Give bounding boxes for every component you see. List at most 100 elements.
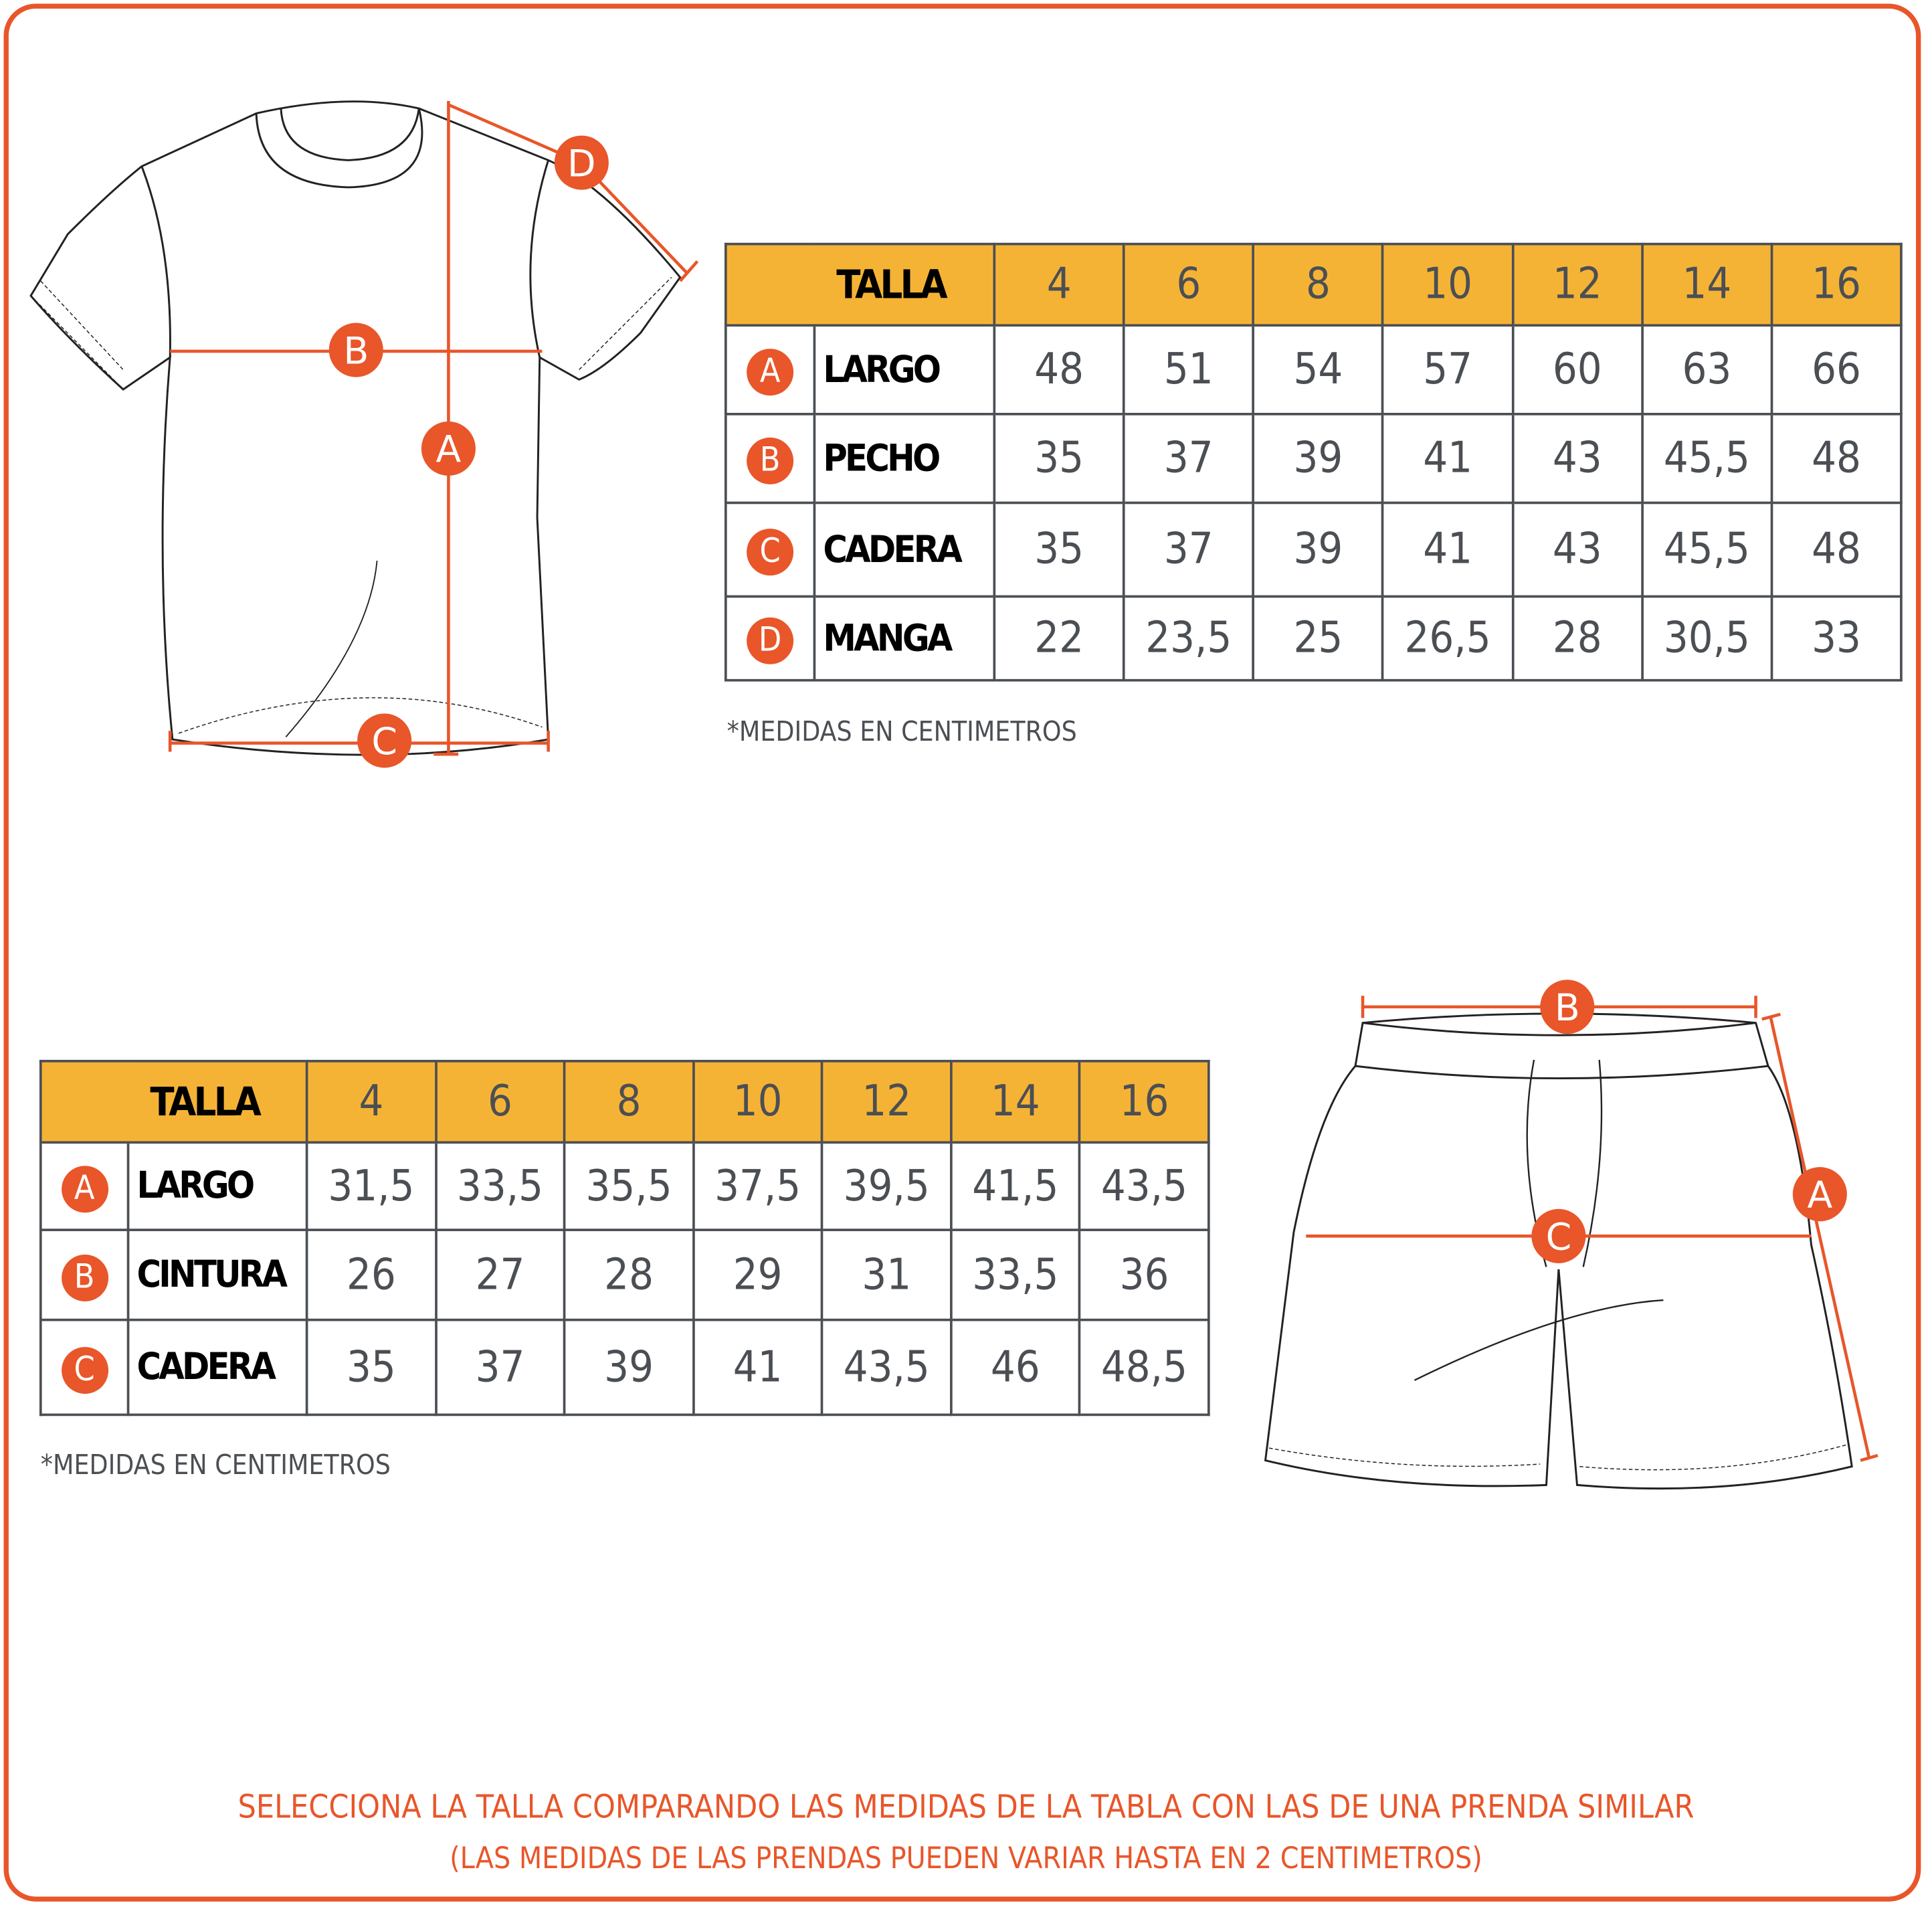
measurement-value: 45,5 — [1640, 501, 1773, 598]
size-header: 8 — [563, 1059, 695, 1144]
measurement-value: 36 — [1078, 1228, 1210, 1322]
measurement-value: 63 — [1640, 324, 1773, 416]
measurement-value: 45,5 — [1640, 413, 1773, 505]
measurement-value: 41 — [692, 1318, 824, 1417]
measurement-value: 30,5 — [1640, 595, 1773, 682]
measurement-value: 43,5 — [821, 1318, 953, 1417]
header-row: TALLA 4 6 8 10 12 14 16 — [39, 1059, 1210, 1144]
measurement-value: 37,5 — [692, 1141, 824, 1231]
size-header: 14 — [949, 1059, 1081, 1144]
size-header: 16 — [1078, 1059, 1210, 1144]
tshirt-markers: A B C D — [328, 135, 609, 768]
measurement-value: 39 — [1252, 413, 1385, 505]
measurement-value: 26,5 — [1381, 595, 1514, 682]
measurement-row: C CADERA 35 37 39 41 43,5 46 48,5 — [39, 1318, 1210, 1417]
measurement-value: 33 — [1770, 595, 1903, 682]
size-header: 14 — [1640, 242, 1773, 327]
marker-b: B — [343, 330, 369, 373]
size-header: 4 — [305, 1059, 438, 1144]
page-border — [3, 3, 1921, 1902]
measurement-value: 66 — [1770, 324, 1903, 416]
marker-badge: A — [61, 1165, 108, 1212]
measurement-value: 25 — [1252, 595, 1385, 682]
measurement-value: 35 — [993, 501, 1125, 598]
measurement-value: 31 — [821, 1228, 953, 1322]
measurement-value: 35,5 — [563, 1141, 695, 1231]
measurement-row: B CINTURA 26 27 28 29 31 33,5 36 — [39, 1228, 1210, 1322]
units-note: *MEDIDAS EN CENTIMETROS — [727, 717, 1077, 748]
measurement-value: 33,5 — [949, 1228, 1081, 1322]
measurement-value: 46 — [949, 1318, 1081, 1417]
shirt-size-table: TALLA 4 6 8 10 12 14 16 A LARGO 48 51 54 57 60… — [724, 242, 1903, 682]
measurement-value: 39,5 — [821, 1141, 953, 1231]
measurement-value: 39 — [563, 1318, 695, 1417]
measurement-label: LARGO — [126, 1141, 308, 1231]
measurement-value: 37 — [434, 1318, 566, 1417]
measurement-value: 48 — [993, 324, 1125, 416]
talla-header: TALLA — [724, 242, 996, 327]
tshirt-outline — [29, 100, 682, 756]
footer-disclaimer: (LAS MEDIDAS DE LAS PRENDAS PUEDEN VARIA… — [450, 1841, 1482, 1876]
header-row: TALLA 4 6 8 10 12 14 16 — [724, 242, 1903, 327]
measurement-value: 43 — [1511, 413, 1644, 505]
measurement-label: LARGO — [813, 324, 996, 416]
measurement-value: 48 — [1770, 413, 1903, 505]
badge-cell: B — [39, 1228, 130, 1322]
badge-cell: B — [724, 413, 816, 505]
measurement-value: 41 — [1381, 501, 1514, 598]
measurement-value: 33,5 — [434, 1141, 566, 1231]
marker-d: D — [567, 143, 596, 185]
measurement-value: 48 — [1770, 501, 1903, 598]
measurement-value: 27 — [434, 1228, 566, 1322]
measurement-value: 43,5 — [1078, 1141, 1210, 1231]
measurement-value: 37 — [1123, 413, 1255, 505]
marker-badge: B — [747, 437, 794, 484]
measurement-value: 54 — [1252, 324, 1385, 416]
marker-c: C — [371, 721, 397, 763]
marker-badge: C — [61, 1346, 108, 1394]
measurement-label: CADERA — [813, 501, 996, 598]
units-note: *MEDIDAS EN CENTIMETROS — [40, 1450, 391, 1481]
badge-cell: C — [724, 501, 816, 598]
marker-badge: C — [747, 529, 794, 576]
marker-badge: A — [747, 349, 794, 396]
measurement-value: 41,5 — [949, 1141, 1081, 1231]
size-header: 8 — [1252, 242, 1385, 327]
measurement-row: A LARGO 48 51 54 57 60 63 66 — [724, 324, 1903, 416]
badge-cell: C — [39, 1318, 130, 1417]
measurement-value: 35 — [993, 413, 1125, 505]
badge-cell: A — [39, 1141, 130, 1231]
size-header: 10 — [692, 1059, 824, 1144]
footer-instruction: SELECCIONA LA TALLA COMPARANDO LAS MEDID… — [237, 1789, 1695, 1827]
talla-header: TALLA — [39, 1059, 308, 1144]
measurement-value: 28 — [1511, 595, 1644, 682]
measurement-value: 31,5 — [305, 1141, 438, 1231]
measurement-row: A LARGO 31,5 33,5 35,5 37,5 39,5 41,5 43,5 — [39, 1141, 1210, 1231]
measurement-row: C CADERA 35 37 39 41 43 45,5 48 — [724, 501, 1903, 598]
measurement-label: CADERA — [126, 1318, 308, 1417]
badge-cell: D — [724, 595, 816, 682]
measurement-value: 48,5 — [1078, 1318, 1210, 1417]
shorts-size-table: TALLA 4 6 8 10 12 14 16 A LARGO 31,5 33,5 35… — [39, 1059, 1210, 1417]
measurement-value: 60 — [1511, 324, 1644, 416]
measurement-row: B PECHO 35 37 39 41 43 45,5 48 — [724, 413, 1903, 505]
size-header: 16 — [1770, 242, 1903, 327]
size-header: 12 — [1511, 242, 1644, 327]
measurement-value: 23,5 — [1123, 595, 1255, 682]
size-header: 12 — [821, 1059, 953, 1144]
measurement-value: 51 — [1123, 324, 1255, 416]
tshirt-diagram: A B C D — [29, 100, 699, 768]
measurement-value: 41 — [1381, 413, 1514, 505]
measurement-label: MANGA — [813, 595, 996, 682]
badge-cell: A — [724, 324, 816, 416]
measurement-value: 29 — [692, 1228, 824, 1322]
measurement-value: 26 — [305, 1228, 438, 1322]
measurement-value: 39 — [1252, 501, 1385, 598]
measurement-value: 35 — [305, 1318, 438, 1417]
size-header: 6 — [1123, 242, 1255, 327]
measurement-label: CINTURA — [126, 1228, 308, 1322]
marker-badge: D — [747, 617, 794, 664]
measurement-value: 28 — [563, 1228, 695, 1322]
measurement-value: 22 — [993, 595, 1125, 682]
